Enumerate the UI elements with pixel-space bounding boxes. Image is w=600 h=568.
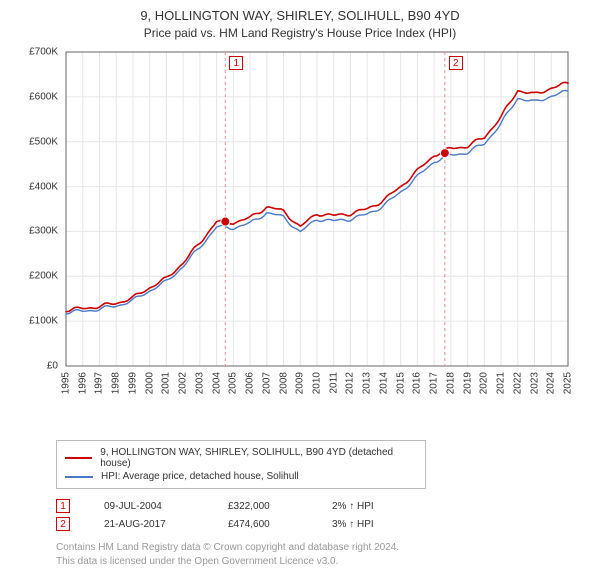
- y-tick-label: £500K: [18, 136, 58, 147]
- y-tick-label: £700K: [18, 47, 58, 58]
- x-tick-label: 2005: [228, 372, 239, 394]
- x-tick-label: 2022: [512, 372, 523, 394]
- x-tick-label: 2010: [312, 372, 323, 394]
- legend-swatch: [65, 457, 92, 459]
- transaction-marker-badge: 1: [229, 56, 243, 70]
- x-tick-label: 2007: [261, 372, 272, 394]
- x-tick-label: 2004: [211, 372, 222, 394]
- x-tick-label: 2008: [278, 372, 289, 394]
- legend-swatch: [65, 476, 93, 478]
- legend-label: HPI: Average price, detached house, Soli…: [101, 471, 299, 482]
- x-tick-label: 2020: [479, 372, 490, 394]
- transaction-date: 09-JUL-2004: [104, 501, 194, 512]
- x-tick-label: 2019: [462, 372, 473, 394]
- y-tick-label: £0: [18, 361, 58, 372]
- x-tick-label: 2017: [429, 372, 440, 394]
- x-tick-label: 2009: [295, 372, 306, 394]
- y-tick-label: £200K: [18, 271, 58, 282]
- x-tick-label: 2003: [194, 372, 205, 394]
- transaction-date: 21-AUG-2017: [104, 519, 194, 530]
- transaction-price: £322,000: [228, 501, 298, 512]
- attribution-line-2: This data is licensed under the Open Gov…: [56, 555, 566, 568]
- attribution: Contains HM Land Registry data © Crown c…: [56, 541, 566, 568]
- transaction-number-box: 1: [56, 499, 70, 513]
- transaction-delta: 3% ↑ HPI: [332, 519, 412, 530]
- x-tick-label: 1997: [94, 372, 105, 394]
- transaction-row: 2 21-AUG-2017 £474,600 3% ↑ HPI: [56, 515, 590, 533]
- y-tick-label: £100K: [18, 316, 58, 327]
- title-line-2: Price paid vs. HM Land Registry's House …: [10, 26, 590, 40]
- transaction-price: £474,600: [228, 519, 298, 530]
- legend-row: 9, HOLLINGTON WAY, SHIRLEY, SOLIHULL, B9…: [65, 446, 417, 470]
- legend-row: HPI: Average price, detached house, Soli…: [65, 470, 417, 483]
- y-tick-label: £400K: [18, 181, 58, 192]
- plot-svg: [18, 44, 578, 404]
- legend-label: 9, HOLLINGTON WAY, SHIRLEY, SOLIHULL, B9…: [100, 447, 417, 469]
- x-tick-label: 2021: [496, 372, 507, 394]
- transactions-table: 1 09-JUL-2004 £322,000 2% ↑ HPI 2 21-AUG-2017…: [56, 497, 590, 533]
- x-tick-label: 2016: [412, 372, 423, 394]
- x-tick-label: 2006: [245, 372, 256, 394]
- x-tick-label: 2002: [178, 372, 189, 394]
- y-tick-label: £300K: [18, 226, 58, 237]
- x-tick-label: 1999: [127, 372, 138, 394]
- y-tick-label: £600K: [18, 91, 58, 102]
- titles: 9, HOLLINGTON WAY, SHIRLEY, SOLIHULL, B9…: [10, 8, 590, 40]
- x-tick-label: 2000: [144, 372, 155, 394]
- x-tick-label: 2001: [161, 372, 172, 394]
- title-line-1: 9, HOLLINGTON WAY, SHIRLEY, SOLIHULL, B9…: [10, 8, 590, 23]
- x-tick-label: 1998: [111, 372, 122, 394]
- attribution-line-1: Contains HM Land Registry data © Crown c…: [56, 541, 566, 555]
- transaction-marker-badge: 2: [449, 56, 463, 70]
- x-tick-label: 2024: [546, 372, 557, 394]
- plot-area: £0 £100K £200K £300K £400K £500K £600K £700K 19…: [18, 44, 578, 404]
- chart-container: 9, HOLLINGTON WAY, SHIRLEY, SOLIHULL, B9…: [0, 0, 600, 560]
- x-tick-label: 2018: [445, 372, 456, 394]
- x-tick-label: 1996: [77, 372, 88, 394]
- x-tick-label: 2014: [378, 372, 389, 394]
- legend: 9, HOLLINGTON WAY, SHIRLEY, SOLIHULL, B9…: [56, 440, 426, 489]
- x-tick-label: 2012: [345, 372, 356, 394]
- transaction-number-box: 2: [56, 517, 70, 531]
- x-tick-label: 1995: [61, 372, 72, 394]
- x-tick-label: 2025: [563, 372, 574, 394]
- x-tick-label: 2023: [529, 372, 540, 394]
- x-tick-label: 2011: [328, 372, 339, 394]
- transaction-delta: 2% ↑ HPI: [332, 501, 412, 512]
- x-tick-label: 2013: [362, 372, 373, 394]
- x-tick-label: 2015: [395, 372, 406, 394]
- transaction-row: 1 09-JUL-2004 £322,000 2% ↑ HPI: [56, 497, 590, 515]
